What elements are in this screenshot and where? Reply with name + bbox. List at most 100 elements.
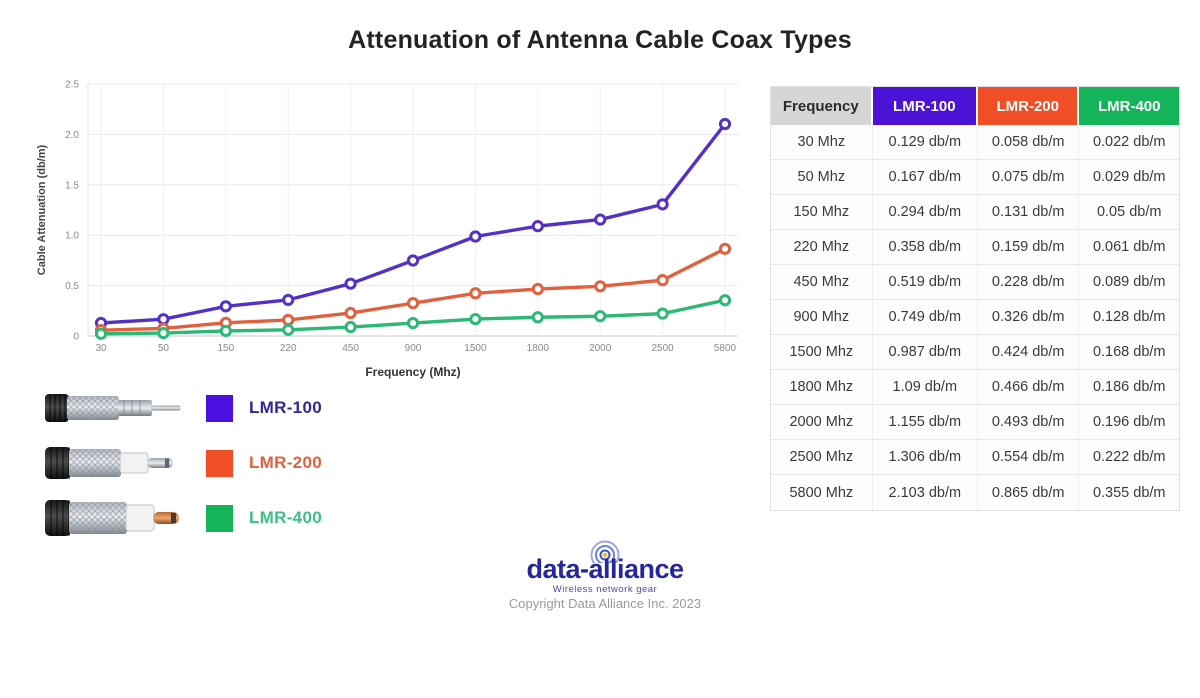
table-cell: 1800 Mhz <box>771 370 873 405</box>
attenuation-line-chart: 0 0.5 1.0 1.5 2.0 2.5 30 50 150 220 450 900 1500 1800… <box>32 68 752 386</box>
table-cell: 0.159 db/m <box>977 230 1080 265</box>
table-cell: 0.128 db/m <box>1079 300 1179 335</box>
coax-cable-image-icon <box>45 447 173 479</box>
svg-text:Frequency (Mhz): Frequency (Mhz) <box>365 365 460 379</box>
coax-cable-photo-lmr-400 <box>44 496 184 540</box>
chart-legend: LMR-100 <box>44 386 322 540</box>
svg-text:0.5: 0.5 <box>65 281 79 292</box>
table-cell: 0.168 db/m <box>1079 335 1179 370</box>
table-cell: 0.05 db/m <box>1079 195 1179 230</box>
table-row: 220 Mhz 0.358 db/m 0.159 db/m 0.061 db/m <box>771 230 1179 265</box>
legend-item-lmr-400: LMR-400 <box>44 496 322 540</box>
table-header-cell: LMR-100 <box>872 87 978 125</box>
table-header-cell: LMR-200 <box>977 87 1080 125</box>
table-cell: 0.167 db/m <box>872 160 978 195</box>
legend-item-lmr-100: LMR-100 <box>44 386 322 430</box>
table-cell: 0.358 db/m <box>872 230 978 265</box>
table-cell: 0.355 db/m <box>1079 475 1179 510</box>
svg-text:900: 900 <box>405 343 422 354</box>
table-header-cell: LMR-400 <box>1079 87 1179 125</box>
table-cell: 0.424 db/m <box>977 335 1080 370</box>
table-cell: 0.186 db/m <box>1079 370 1179 405</box>
table-row: 50 Mhz 0.167 db/m 0.075 db/m 0.029 db/m <box>771 160 1179 195</box>
table-cell: 0.519 db/m <box>872 265 978 300</box>
table-row: 30 Mhz 0.129 db/m 0.058 db/m 0.022 db/m <box>771 125 1179 160</box>
table-body: 30 Mhz 0.129 db/m 0.058 db/m 0.022 db/m 50 M… <box>771 125 1179 510</box>
table-row: 2000 Mhz 1.155 db/m 0.493 db/m 0.196 db/m <box>771 405 1179 440</box>
table-cell: 150 Mhz <box>771 195 873 230</box>
table-cell: 2000 Mhz <box>771 405 873 440</box>
coax-cable-image-icon <box>45 394 181 422</box>
legend-label-lmr-400: LMR-400 <box>249 508 322 527</box>
svg-text:1800: 1800 <box>527 343 550 354</box>
legend-swatch-lmr-200 <box>206 449 233 477</box>
table-cell: 1500 Mhz <box>771 335 873 370</box>
svg-text:5800: 5800 <box>714 343 737 354</box>
svg-text:220: 220 <box>280 343 297 354</box>
table-row: 2500 Mhz 1.306 db/m 0.554 db/m 0.222 db/m <box>771 440 1179 475</box>
coax-cable-image-icon <box>45 500 179 536</box>
table-row: 5800 Mhz 2.103 db/m 0.865 db/m 0.355 db/m <box>771 475 1179 510</box>
svg-text:50: 50 <box>158 343 170 354</box>
svg-text:450: 450 <box>342 343 359 354</box>
logo-wordmark: data-alliance <box>526 554 684 584</box>
page-title: Attenuation of Antenna Cable Coax Types <box>348 26 852 54</box>
copyright-text: Copyright Data Alliance Inc. 2023 <box>508 596 702 611</box>
table-cell: 0.058 db/m <box>977 125 1080 160</box>
svg-text:Cable Attenuation (db/m): Cable Attenuation (db/m) <box>36 144 48 275</box>
table-cell: 0.987 db/m <box>872 335 978 370</box>
logo-tagline: Wireless network gear <box>552 584 658 595</box>
table-cell: 0.865 db/m <box>977 475 1080 510</box>
table-cell: 1.09 db/m <box>872 370 978 405</box>
table-row: 900 Mhz 0.749 db/m 0.326 db/m 0.128 db/m <box>771 300 1179 335</box>
attenuation-table: Frequency LMR-100 LMR-200 LMR-400 30 Mhz 0.1… <box>770 86 1180 511</box>
table-cell: 1.155 db/m <box>872 405 978 440</box>
svg-text:150: 150 <box>217 343 234 354</box>
svg-text:2.5: 2.5 <box>65 80 79 91</box>
table-cell: 0.075 db/m <box>977 160 1080 195</box>
table-cell: 450 Mhz <box>771 265 873 300</box>
table-cell: 0.029 db/m <box>1079 160 1179 195</box>
table-header-cell: Frequency <box>771 87 873 125</box>
table-cell: 0.129 db/m <box>872 125 978 160</box>
svg-text:2000: 2000 <box>589 343 612 354</box>
table-cell: 0.493 db/m <box>977 405 1080 440</box>
chart-svg: 0 0.5 1.0 1.5 2.0 2.5 30 50 150 220 450 900 1500 1800… <box>36 80 738 379</box>
svg-text:2500: 2500 <box>651 343 674 354</box>
table-cell: 0.089 db/m <box>1079 265 1179 300</box>
table-cell: 0.466 db/m <box>977 370 1080 405</box>
table-cell: 5800 Mhz <box>771 475 873 510</box>
data-alliance-logo: data-alliance Wireless network gear <box>500 533 710 595</box>
table-row: 450 Mhz 0.519 db/m 0.228 db/m 0.089 db/m <box>771 265 1179 300</box>
svg-text:2.0: 2.0 <box>65 130 79 141</box>
svg-text:30: 30 <box>95 343 107 354</box>
table-cell: 0.326 db/m <box>977 300 1080 335</box>
attenuation-table-wrap: Frequency LMR-100 LMR-200 LMR-400 30 Mhz 0.1… <box>770 86 1180 511</box>
coax-cable-photo-lmr-200 <box>44 444 184 482</box>
legend-swatch-lmr-100 <box>206 394 233 422</box>
table-cell: 1.306 db/m <box>872 440 978 475</box>
table-cell: 900 Mhz <box>771 300 873 335</box>
svg-text:0: 0 <box>73 332 79 343</box>
table-row: 1500 Mhz 0.987 db/m 0.424 db/m 0.168 db/m <box>771 335 1179 370</box>
table-row: 1800 Mhz 1.09 db/m 0.466 db/m 0.186 db/m <box>771 370 1179 405</box>
legend-label-lmr-200: LMR-200 <box>249 453 322 472</box>
table-cell: 50 Mhz <box>771 160 873 195</box>
table-cell: 30 Mhz <box>771 125 873 160</box>
table-cell: 220 Mhz <box>771 230 873 265</box>
table-cell: 0.222 db/m <box>1079 440 1179 475</box>
table-cell: 2500 Mhz <box>771 440 873 475</box>
legend-item-lmr-200: LMR-200 <box>44 441 322 485</box>
wifi-signal-icon <box>590 540 620 563</box>
table-cell: 0.131 db/m <box>977 195 1080 230</box>
table-cell: 0.554 db/m <box>977 440 1080 475</box>
svg-text:1.0: 1.0 <box>65 231 79 242</box>
table-cell: 0.228 db/m <box>977 265 1080 300</box>
legend-swatch-lmr-400 <box>206 504 233 532</box>
legend-label-lmr-100: LMR-100 <box>249 398 322 417</box>
table-cell: 0.749 db/m <box>872 300 978 335</box>
svg-text:1.5: 1.5 <box>65 180 79 191</box>
table-cell: 0.022 db/m <box>1079 125 1179 160</box>
svg-text:1500: 1500 <box>464 343 487 354</box>
